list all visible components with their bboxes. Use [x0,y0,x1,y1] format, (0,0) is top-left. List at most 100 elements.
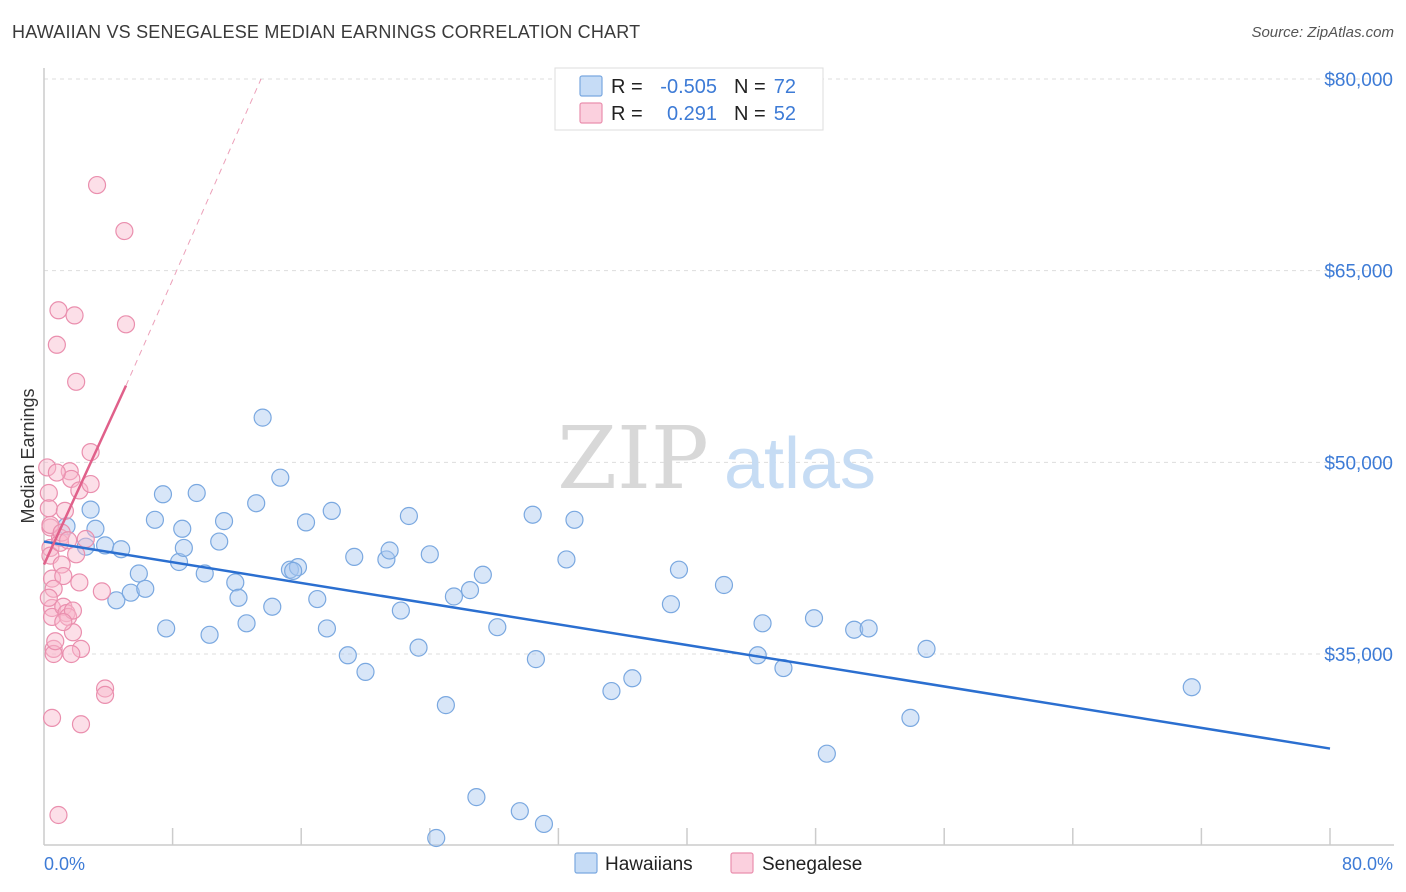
hawaiians-point-34 [345,547,364,566]
watermark-zip: ZIP [557,409,709,509]
senegalese-point-42 [46,632,65,651]
hawaiians-point-31 [317,619,337,638]
hawaiians-point-71 [174,538,193,558]
hawaiians-point-32 [322,501,341,520]
chart-title: HAWAIIAN VS SENEGALESE MEDIAN EARNINGS C… [12,22,641,42]
hawaiians-point-2 [81,500,100,519]
hawaiians-point-25 [263,597,282,616]
hawaiians-point-56 [669,560,689,579]
stats-n-label-hawaiians: N = [734,76,766,98]
hawaiians-point-22 [237,614,256,633]
senegalese-point-17 [54,566,73,586]
hawaiians-point-12 [157,619,176,638]
hawaiians-point-52 [565,510,584,529]
hawaiians-point-20 [226,573,245,592]
hawaiians-point-61 [804,609,824,628]
hawaiians-point-57 [714,575,734,595]
hawaiians-point-40 [409,638,428,657]
hawaiians-point-64 [859,619,878,638]
senegalese-point-51 [62,644,81,664]
senegalese-point-26 [67,372,86,391]
x-tick-label-min: 0.0% [44,854,85,874]
senegalese-point-35 [95,685,115,704]
hawaiians-point-46 [488,618,507,637]
series-senegalese [38,175,136,825]
legend-swatch-senegalese [730,852,754,874]
stats-r-value-senegalese: 0.291 [667,103,717,125]
stats-n-value-senegalese: 52 [774,103,796,125]
senegalese-point-49 [39,588,58,607]
hawaiians-point-67 [1182,678,1201,697]
hawaiians-point-55 [661,595,681,614]
senegalese-point-9 [44,639,63,658]
hawaiians-point-39 [399,506,419,526]
hawaiians-point-11 [153,485,173,504]
source-credit: Source: ZipAtlas.com [1251,24,1394,41]
hawaiians-point-65 [901,708,920,727]
hawaiians-point-5 [107,591,126,610]
hawaiians-point-37 [380,541,399,560]
y-tick-label-2: $65,000 [1324,262,1393,283]
senegalese-point-41 [44,579,63,598]
y-tick-label-0: $35,000 [1324,645,1393,666]
hawaiians-point-38 [391,601,410,620]
hawaiians-point-8 [129,564,148,583]
hawaiians-point-17 [200,625,219,644]
hawaiians-point-47 [510,802,529,821]
hawaiians-point-68 [427,828,446,848]
hawaiians-point-9 [136,579,155,598]
hawaiians-point-51 [557,550,576,569]
y-tick-label-1: $50,000 [1324,453,1393,474]
hawaiians-point-18 [210,532,229,551]
senegalese-point-12 [49,301,68,320]
stats-n-label-senegalese: N = [734,103,766,125]
watermark-atlas: atlas [724,424,876,504]
y-axis-label: Median Earnings [18,388,38,523]
hawaiians-point-10 [145,510,165,529]
senegalese-point-1 [39,483,58,503]
senegalese-point-39 [49,805,68,825]
senegalese-point-30 [71,715,91,734]
stats-r-label-hawaiians: R = [611,76,643,98]
senegalese-point-28 [70,573,89,592]
axes [43,68,1394,846]
hawaiians-point-35 [356,662,375,681]
senegalese-point-33 [87,175,107,195]
senegalese-point-34 [95,679,115,698]
hawaiians-trend-line [43,540,1331,750]
hawaiians-point-66 [917,639,936,658]
x-tick-labels: 0.0% 80.0% [44,854,1393,874]
senegalese-point-8 [42,607,62,627]
gridlines [44,78,1394,655]
hawaiians-point-19 [214,512,234,531]
senegalese-point-48 [54,612,73,632]
legend-swatch-hawaiians [574,852,598,874]
hawaiians-point-48 [523,505,542,524]
stats-n-value-hawaiians: 72 [774,76,796,98]
hawaiians-point-70 [460,581,480,600]
hawaiians-point-44 [467,788,486,807]
y-tick-label-3: $80,000 [1324,70,1393,91]
senegalese-point-47 [47,463,66,482]
senegalese-point-11 [42,708,62,727]
legend-label-senegalese: Senegalese [762,854,862,875]
hawaiians-point-41 [420,545,439,564]
senegalese-point-38 [116,315,136,334]
stats-r-label-senegalese: R = [611,103,643,125]
stats-swatch-senegalese [579,102,603,124]
x-axis-ticks [171,828,1331,845]
hawaiians-point-7 [121,583,140,602]
hawaiians-point-29 [296,513,316,532]
senegalese-point-16 [52,555,71,574]
senegalese-point-36 [92,582,111,601]
stats-swatch-hawaiians [579,75,603,97]
senegalese-point-50 [76,529,95,549]
senegalese-trend-line [42,385,128,566]
hawaiians-point-53 [602,681,621,701]
hawaiians-point-63 [845,620,864,639]
hawaiians-point-15 [187,483,206,503]
senegalese-point-25 [65,306,84,325]
senegalese-point-13 [47,335,66,354]
senegalese-point-37 [115,221,134,241]
